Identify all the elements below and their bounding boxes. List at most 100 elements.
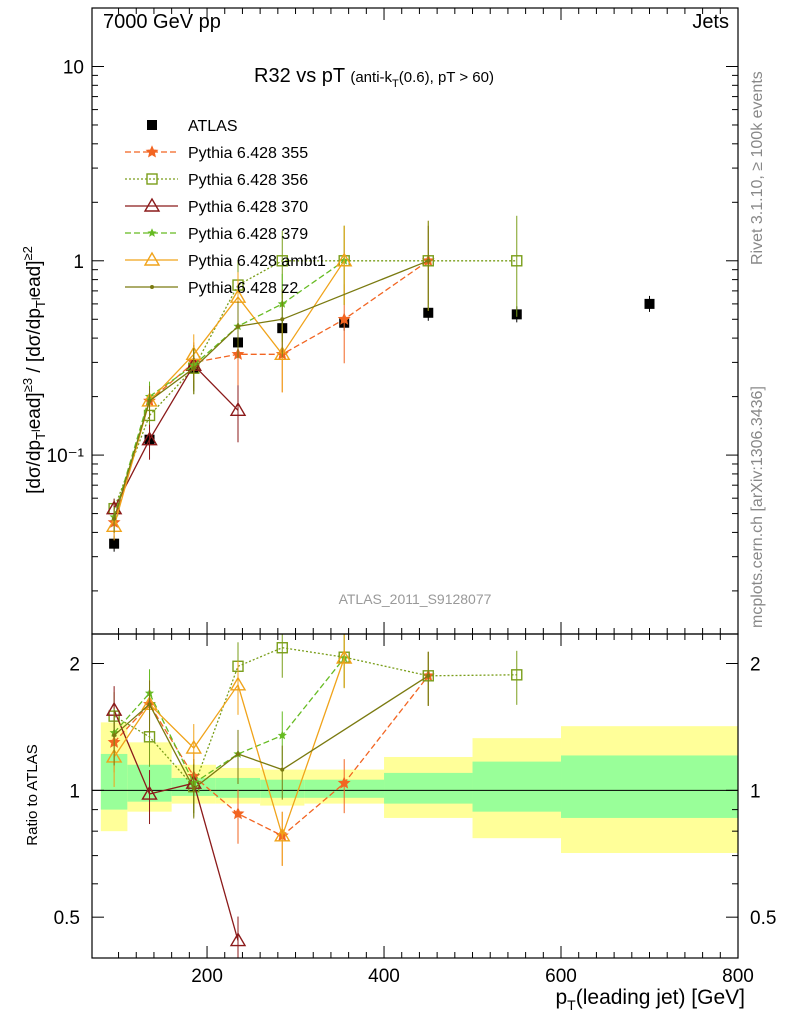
ratio-point: [229, 676, 247, 691]
data-point: [274, 345, 291, 361]
legend-entry-5: Pythia 6.428 ambt1: [125, 251, 326, 270]
legend-label: Pythia 6.428 370: [188, 199, 308, 216]
legend-entry-6: Pythia 6.428 z2: [125, 280, 298, 297]
ratio-line: [113, 675, 429, 790]
ratio-y-tick-label: 1: [69, 781, 80, 802]
main-series-group: [105, 215, 655, 552]
ratio-band-green: [215, 777, 261, 798]
legend-marker: [146, 173, 158, 185]
data-point: [426, 258, 431, 263]
legend-label: Pythia 6.428 z2: [188, 280, 298, 297]
x-tick-label: 200: [191, 966, 223, 987]
legend-marker: [147, 120, 157, 130]
ratio-series-5: [112, 651, 431, 819]
legend-entry-1: Pythia 6.428 355: [125, 145, 308, 162]
rivet-version-label: Rivet 3.1.10, ≥ 100k events: [749, 71, 766, 265]
ratio-axis-ticks: 0.5 0.5 1 1 2 2 200 400 600 800: [54, 634, 776, 987]
data-point: [644, 298, 655, 309]
x-tick-label: 400: [368, 966, 400, 987]
ratio-frame: [91, 633, 739, 959]
ratio-point: [274, 827, 291, 842]
y-tick-label: 1: [73, 252, 84, 273]
legend-label: Pythia 6.428 ambt1: [188, 253, 326, 270]
series-6: [112, 225, 431, 533]
ratio-series-group: [105, 634, 523, 958]
ratio-point: [229, 932, 247, 947]
legend-marker: [145, 145, 159, 158]
main-chart-title: R32 vs pT (anti-kT(0.6), pT > 60): [254, 65, 494, 90]
ratio-point: [112, 733, 117, 738]
ratio-line: [113, 709, 239, 941]
ratio-point: [191, 786, 196, 791]
main-y-axis-label: [dσ/dpTlead]≥3 / [dσ/dpTlead]≥2: [20, 246, 48, 494]
data-point: [280, 317, 285, 322]
data-point: [337, 312, 351, 325]
legend-marker: [143, 251, 161, 266]
series-line: [113, 364, 239, 509]
ratio-point: [185, 739, 202, 754]
plot-frames: [91, 7, 739, 959]
ratio-point: [277, 730, 287, 740]
ratio-line: [113, 647, 517, 788]
y-tick-label: 10⁻¹: [47, 446, 85, 467]
ratio-band-green: [384, 772, 473, 804]
ratio-y-tick-label-right: 2: [750, 655, 761, 676]
series-5: [105, 225, 353, 541]
legend-label: Pythia 6.428 355: [188, 145, 308, 162]
ratio-line: [113, 657, 345, 785]
series-3: [105, 345, 247, 523]
ratio-point: [335, 649, 353, 664]
legend: ATLAS Pythia 6.428 355 Pythia 6.428 356 Pyt…: [125, 118, 326, 297]
ratio-y-tick-label-right: 0.5: [750, 908, 776, 929]
data-point: [229, 401, 247, 417]
ratio-point: [511, 669, 523, 681]
main-frame: [91, 7, 739, 635]
analysis-label: ATLAS_2011_S9128077: [339, 591, 492, 607]
legend-entry-0: ATLAS: [147, 118, 238, 135]
ratio-y-tick-label: 2: [69, 655, 80, 676]
data-point: [335, 252, 353, 267]
ratio-y-tick-label: 0.5: [54, 908, 80, 929]
header-left: 7000 GeV pp: [103, 11, 221, 33]
ratio-point: [141, 785, 158, 800]
y-tick-label: 10: [63, 57, 84, 78]
ratio-y-axis-label: Ratio to ATLAS: [24, 744, 41, 845]
ratio-point: [147, 702, 152, 707]
ratio-point: [280, 767, 285, 772]
x-axis-label: pT(leading jet) [GeV]: [555, 986, 745, 1013]
header-right: Jets: [692, 11, 729, 33]
series-line: [113, 260, 429, 519]
legend-entry-3: Pythia 6.428 370: [125, 197, 308, 216]
series-line: [113, 260, 517, 509]
series-4: [109, 225, 349, 532]
legend-label: Pythia 6.428 356: [188, 172, 308, 189]
series-0: [109, 295, 655, 552]
data-point: [112, 516, 117, 521]
ratio-point: [337, 776, 351, 789]
data-point: [276, 255, 288, 267]
legend-entry-2: Pythia 6.428 356: [125, 172, 308, 189]
legend-label: ATLAS: [188, 118, 238, 135]
data-point: [147, 398, 152, 403]
legend-marker: [143, 197, 161, 212]
data-point: [191, 366, 196, 371]
ratio-line: [113, 657, 345, 838]
ratio-point: [231, 806, 245, 820]
legend-label: Pythia 6.428 379: [188, 226, 308, 243]
data-point: [141, 431, 158, 446]
data-point: [511, 255, 523, 267]
ratio-y-tick-label-right: 1: [750, 781, 761, 802]
data-point: [423, 307, 434, 318]
ratio-point: [426, 673, 431, 678]
x-tick-label: 600: [545, 966, 577, 987]
series-line: [113, 260, 345, 518]
main-axis-ticks: 10⁻¹ 1 10: [47, 7, 739, 634]
legend-marker: [150, 285, 154, 289]
x-tick-label: 800: [722, 966, 754, 987]
mcplots-label: mcplots.cern.ch [arXiv:1306.3436]: [749, 386, 766, 628]
ratio-band-green: [561, 755, 738, 818]
data-point: [236, 324, 241, 329]
data-point: [109, 538, 120, 549]
ratio-band-green: [472, 761, 562, 812]
